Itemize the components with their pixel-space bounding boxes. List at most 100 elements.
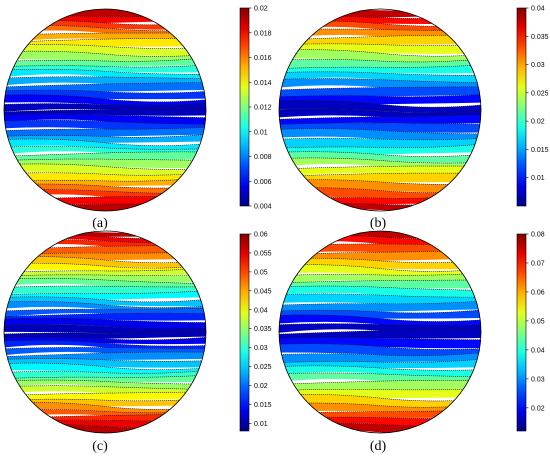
contour-line — [4, 94, 206, 103]
contour-line — [4, 296, 206, 303]
contour-line — [4, 138, 206, 146]
contour-line — [279, 343, 481, 350]
colorbar-tick-label: 0.07 — [531, 260, 545, 267]
domain-outline — [3, 230, 207, 434]
contour-band — [4, 402, 206, 414]
contour-line — [279, 86, 481, 91]
contour-line — [279, 143, 481, 149]
contour-band — [279, 115, 481, 128]
contour-band — [4, 318, 206, 330]
contour-line — [279, 279, 481, 284]
colorbar-tick-label: 0.015 — [531, 147, 549, 154]
contour-line — [279, 264, 481, 272]
contour-field — [279, 9, 481, 211]
domain-outline — [3, 8, 207, 212]
colorbar-tick-label: 0.02 — [531, 405, 545, 412]
contour-band — [4, 127, 206, 138]
contour-band — [279, 409, 481, 422]
contour-line — [279, 94, 481, 98]
contour-band — [4, 94, 206, 108]
contour-line — [4, 82, 206, 88]
contour-field — [279, 231, 481, 433]
contour-line — [4, 301, 206, 308]
contour-line — [4, 374, 206, 379]
colorbar: 0.04 0.035 0.03 0.025 0.02 0.015 0.01 — [516, 6, 549, 207]
contour-line — [4, 351, 206, 357]
contour-band — [4, 172, 206, 181]
contour-line — [4, 347, 206, 350]
colorbar-tick-label: 0.01 — [531, 175, 545, 182]
contour-line — [279, 58, 481, 63]
contour-line — [4, 362, 206, 370]
contour-band — [4, 308, 206, 318]
contour-line — [279, 388, 481, 391]
domain-outline — [278, 230, 482, 434]
contour-band — [279, 58, 481, 69]
panel-a: 0.02 0.018 0.016 0.014 0.012 0.01 0.008 0.006 0.… — [3, 6, 272, 231]
contour-band — [279, 128, 481, 143]
contour-line — [4, 163, 206, 170]
contour-line — [279, 337, 481, 341]
contour-band — [279, 86, 481, 99]
contour-line — [4, 262, 206, 269]
contour-band — [279, 64, 481, 77]
contour-line — [4, 64, 206, 68]
contour-line — [4, 68, 206, 75]
panel-d: 0.08 0.07 0.06 0.05 0.04 0.03 0.02 (d) — [278, 230, 545, 454]
contour-line — [4, 385, 206, 390]
colorbar-tick-label: 0.05 — [531, 318, 545, 325]
colorbar-tick-label: 0.03 — [531, 376, 545, 383]
contour-line — [4, 102, 206, 106]
contour-line — [279, 358, 481, 363]
colorbar-tick-label: 0.04 — [531, 6, 545, 13]
contour-line — [4, 107, 206, 113]
contour-line — [279, 78, 481, 84]
contour-line — [279, 43, 481, 46]
contour-line — [4, 398, 206, 402]
contour-band — [4, 256, 206, 268]
contour-band — [279, 122, 481, 133]
contour-line — [279, 165, 481, 170]
contour-line — [4, 324, 206, 329]
colorbar-tick-label: 0.018 — [254, 30, 272, 37]
contour-band — [4, 151, 206, 164]
colorbar-tick-label: 0.03 — [254, 345, 268, 352]
contour-line — [4, 278, 206, 284]
contour-line — [4, 340, 206, 347]
colorbar-tick-label: 0.015 — [254, 402, 272, 409]
colorbar-tick-label: 0.035 — [254, 326, 272, 333]
contour-line — [279, 393, 481, 402]
contour-band — [4, 268, 206, 280]
contour-line — [279, 99, 481, 108]
colorbar: 0.08 0.07 0.06 0.05 0.04 0.03 0.02 — [516, 232, 545, 432]
colorbar-tick-label: 0.06 — [254, 232, 268, 239]
colorbar-tick-label: 0.02 — [531, 119, 545, 126]
colorbar-tick-label: 0.012 — [254, 105, 272, 112]
colorbar-tick-label: 0.01 — [254, 129, 268, 136]
contour-band — [279, 394, 481, 408]
contour-band — [279, 293, 481, 306]
contour-line — [4, 274, 206, 277]
contour-line — [4, 317, 206, 323]
contour-line — [4, 172, 206, 176]
colorbar-tick-label: 0.02 — [254, 6, 268, 13]
colorbar-tick-label: 0.03 — [531, 62, 545, 69]
contour-band — [4, 108, 206, 120]
contour-band — [4, 363, 206, 375]
contour-line — [279, 309, 481, 314]
colorbar-tick-label: 0.045 — [254, 288, 272, 295]
colorbar-gradient — [239, 233, 250, 432]
contour-band — [279, 100, 481, 114]
colorbar-tick-label: 0.06 — [531, 289, 545, 296]
contour-band — [4, 375, 206, 386]
contour-line — [279, 64, 481, 69]
contour-line — [279, 172, 481, 177]
contour-band — [4, 44, 206, 57]
contour-band — [279, 49, 481, 63]
contour-band — [4, 263, 206, 273]
contour-line — [4, 76, 206, 80]
contour-band — [279, 422, 481, 433]
contour-line — [279, 114, 481, 120]
contour-band — [279, 264, 481, 278]
